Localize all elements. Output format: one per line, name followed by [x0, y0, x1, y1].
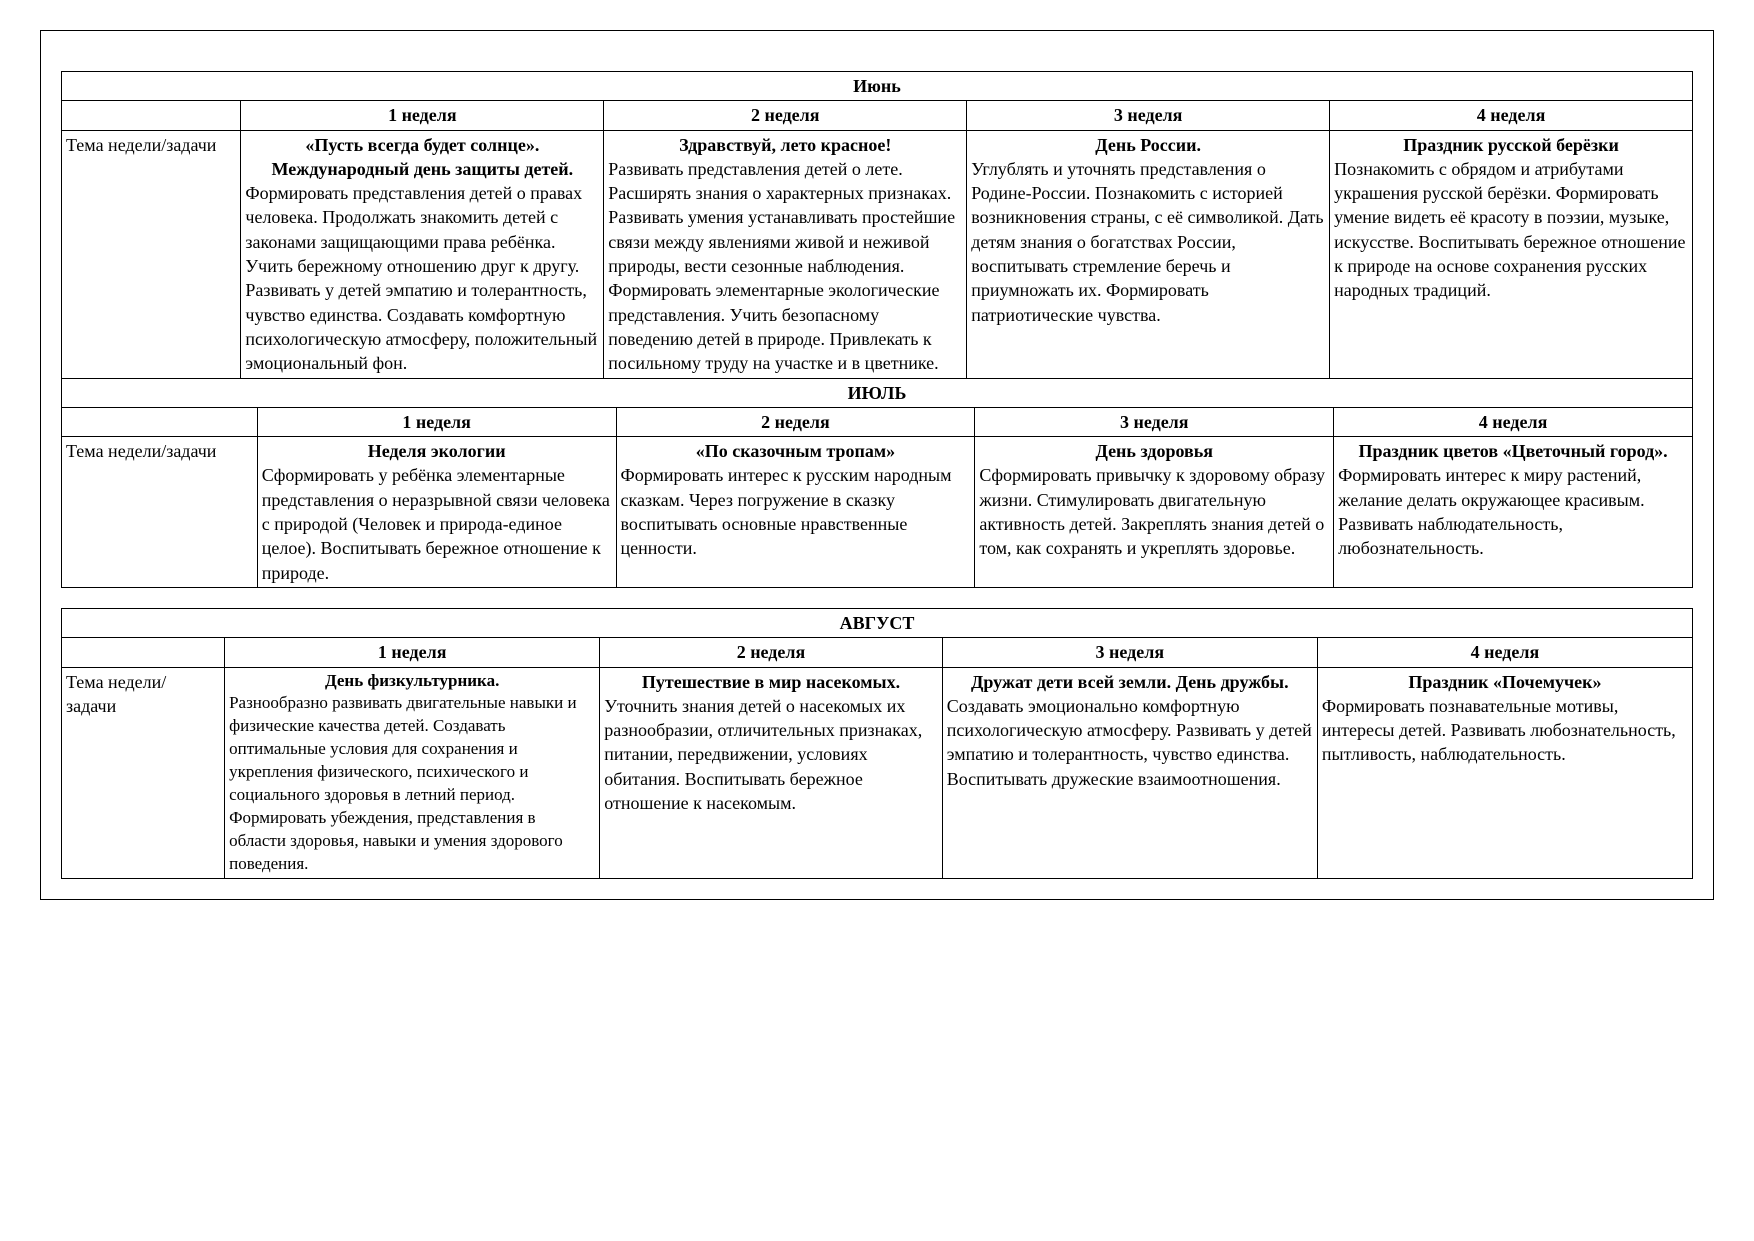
blank [62, 101, 241, 130]
month-row-august: АВГУСТ [62, 608, 1693, 637]
week-cell: «Пусть всегда будет солнце». Международн… [241, 130, 604, 378]
row-label: Тема недели/задачи [62, 130, 241, 378]
row-label: Тема недели/ задачи [62, 667, 225, 878]
week-body: Формировать познавательные мотивы, интер… [1322, 694, 1688, 767]
page-border: Июнь 1 неделя 2 неделя 3 неделя 4 неделя… [40, 30, 1714, 900]
content-row-july: Тема недели/задачи Неделя экологии Сформ… [62, 437, 1693, 588]
week-header: 3 неделя [942, 638, 1317, 667]
week-title: Праздник цветов «Цветочный город». [1338, 439, 1688, 463]
week-header: 1 неделя [257, 407, 616, 436]
week-body: Развивать представления детей о лете. Ра… [608, 157, 962, 376]
week-header: 4 неделя [1317, 638, 1692, 667]
week-title: «Пусть всегда будет солнце». Международн… [245, 133, 599, 182]
month-row-july: ИЮЛЬ [62, 378, 1693, 407]
week-title: День здоровья [979, 439, 1329, 463]
month-name-june: Июнь [62, 72, 1693, 101]
blank [62, 407, 258, 436]
week-body: Формировать интерес к миру растений, жел… [1338, 463, 1688, 560]
week-cell: Праздник «Почемучек» Формировать познава… [1317, 667, 1692, 878]
month-row-june: Июнь [62, 72, 1693, 101]
week-header-row-july: 1 неделя 2 неделя 3 неделя 4 неделя [62, 407, 1693, 436]
week-body: Создавать эмоционально комфортную психол… [947, 694, 1313, 791]
week-title: Праздник «Почемучек» [1322, 670, 1688, 694]
week-header: 1 неделя [225, 638, 600, 667]
week-title: Дружат дети всей земли. День дружбы. [947, 670, 1313, 694]
week-title: Здравствуй, лето красное! [608, 133, 962, 157]
blank [62, 638, 225, 667]
week-title: «По сказочным тропам» [621, 439, 971, 463]
week-body: Сформировать у ребёнка элементарные пред… [262, 463, 612, 584]
month-name-july: ИЮЛЬ [62, 378, 1693, 407]
week-cell: Праздник цветов «Цветочный город». Форми… [1334, 437, 1693, 588]
week-body: Формировать представления детей о правах… [245, 181, 599, 375]
week-body: Уточнить знания детей о насекомых их раз… [604, 694, 938, 815]
week-body: Сформировать привычку к здоровому образу… [979, 463, 1329, 560]
week-cell: День здоровья Сформировать привычку к зд… [975, 437, 1334, 588]
week-cell: Путешествие в мир насекомых. Уточнить зн… [600, 667, 943, 878]
table-july-body: 1 неделя 2 неделя 3 неделя 4 неделя Тема… [61, 407, 1693, 588]
week-title: День физкультурника. [229, 670, 595, 693]
week-cell: Праздник русской берёзки Познакомить с о… [1330, 130, 1693, 378]
week-header: 2 неделя [616, 407, 975, 436]
week-header: 3 неделя [975, 407, 1334, 436]
week-header: 2 неделя [600, 638, 943, 667]
week-title: Неделя экологии [262, 439, 612, 463]
row-label: Тема недели/задачи [62, 437, 258, 588]
week-cell: «По сказочным тропам» Формировать интере… [616, 437, 975, 588]
week-title: Праздник русской берёзки [1334, 133, 1688, 157]
week-header: 3 неделя [967, 101, 1330, 130]
content-row-june: Тема недели/задачи «Пусть всегда будет с… [62, 130, 1693, 378]
week-header: 4 неделя [1334, 407, 1693, 436]
week-body: Формировать интерес к русским народным с… [621, 463, 971, 560]
table-august: АВГУСТ 1 неделя 2 неделя 3 неделя 4 неде… [61, 608, 1693, 879]
week-cell: Здравствуй, лето красное! Развивать пред… [604, 130, 967, 378]
content-row-august: Тема недели/ задачи День физкультурника.… [62, 667, 1693, 878]
week-body: Углублять и уточнять представления о Род… [971, 157, 1325, 327]
week-header-row-june: 1 неделя 2 неделя 3 неделя 4 неделя [62, 101, 1693, 130]
week-header: 1 неделя [241, 101, 604, 130]
week-header: 2 неделя [604, 101, 967, 130]
week-body: Разнообразно развивать двигательные навы… [229, 692, 595, 876]
week-cell: Дружат дети всей земли. День дружбы. Соз… [942, 667, 1317, 878]
month-name-august: АВГУСТ [62, 608, 1693, 637]
week-title: Путешествие в мир насекомых. [604, 670, 938, 694]
week-cell: Неделя экологии Сформировать у ребёнка э… [257, 437, 616, 588]
week-body: Познакомить с обрядом и атрибутами украш… [1334, 157, 1688, 303]
week-cell: День России. Углублять и уточнять предст… [967, 130, 1330, 378]
week-header-row-august: 1 неделя 2 неделя 3 неделя 4 неделя [62, 638, 1693, 667]
table-june-july: Июнь 1 неделя 2 неделя 3 неделя 4 неделя… [61, 71, 1693, 408]
week-cell: День физкультурника. Разнообразно развив… [225, 667, 600, 878]
week-header: 4 неделя [1330, 101, 1693, 130]
week-title: День России. [971, 133, 1325, 157]
